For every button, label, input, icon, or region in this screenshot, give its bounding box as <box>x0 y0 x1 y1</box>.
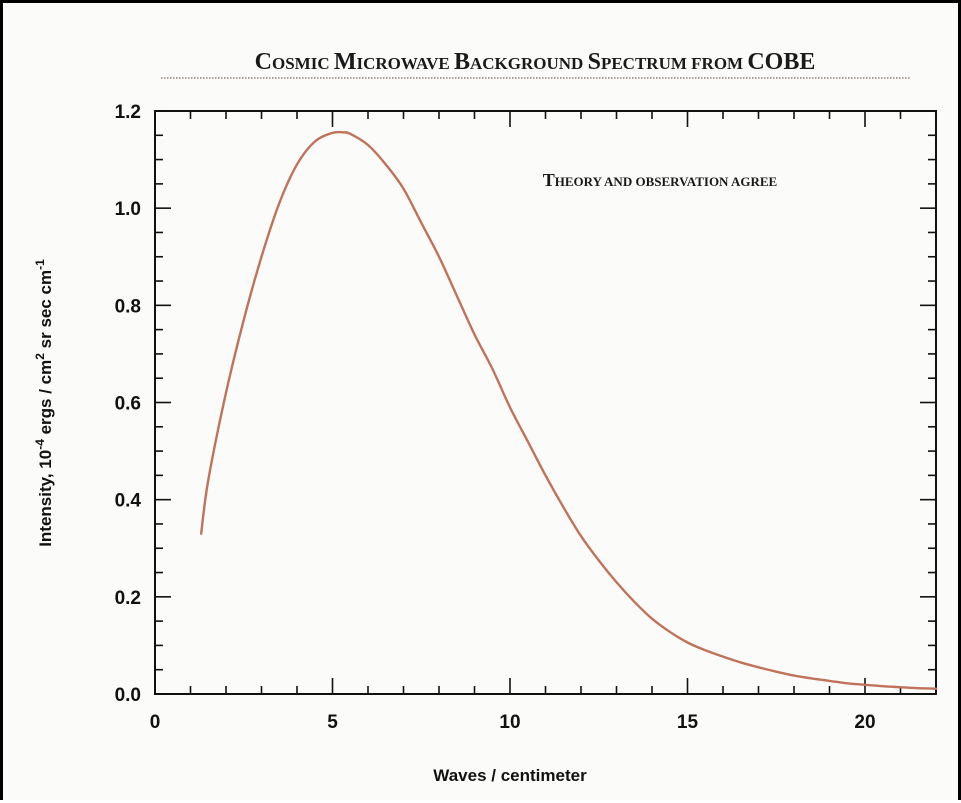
x-tick-label: 10 <box>499 712 520 733</box>
y-tick-label: 1.0 <box>115 199 141 220</box>
x-tick-label: 5 <box>327 712 338 733</box>
chart-title: COSMIC MICROWAVE BACKGROUND SPECTRUM FRO… <box>255 49 816 75</box>
chart-annotation: THEORY AND OBSERVATION AGREE <box>543 170 777 190</box>
y-tick-label: 0.0 <box>115 685 141 706</box>
x-tick-label: 20 <box>854 712 875 733</box>
y-axis-label: Intensity, 10-4 ergs / cm2 sr sec cm-1 <box>33 259 55 547</box>
y-tick-label: 0.2 <box>115 588 141 609</box>
x-tick-label: 15 <box>677 712 699 733</box>
axis-ticks <box>154 110 937 695</box>
y-tick-label: 1.2 <box>115 102 141 123</box>
y-axis-label-exp1: -4 <box>33 439 47 450</box>
y-tick-label: 0.4 <box>115 491 142 512</box>
axis-tick-labels: 0 5 10 15 20 0.0 0.2 0.4 0.6 0.8 1.0 1.2 <box>115 102 876 733</box>
y-axis-label-suffix: sr sec cm <box>36 270 55 353</box>
y-tick-label: 0.8 <box>115 296 141 317</box>
plot-area <box>154 110 937 695</box>
x-tick-label: 0 <box>150 712 161 733</box>
spectrum-line <box>199 130 938 690</box>
x-axis-label: Waves / centimeter <box>433 766 587 785</box>
y-axis-label-exp3: -1 <box>33 259 47 270</box>
y-tick-label: 0.6 <box>115 394 141 415</box>
y-axis-label-middle: ergs / cm <box>36 360 55 439</box>
cobe-spectrum-chart: COSMIC MICROWAVE BACKGROUND SPECTRUM FRO… <box>33 49 938 785</box>
y-axis-label-exp2: 2 <box>33 353 47 360</box>
y-axis-label-prefix: Intensity, 10 <box>36 450 55 547</box>
